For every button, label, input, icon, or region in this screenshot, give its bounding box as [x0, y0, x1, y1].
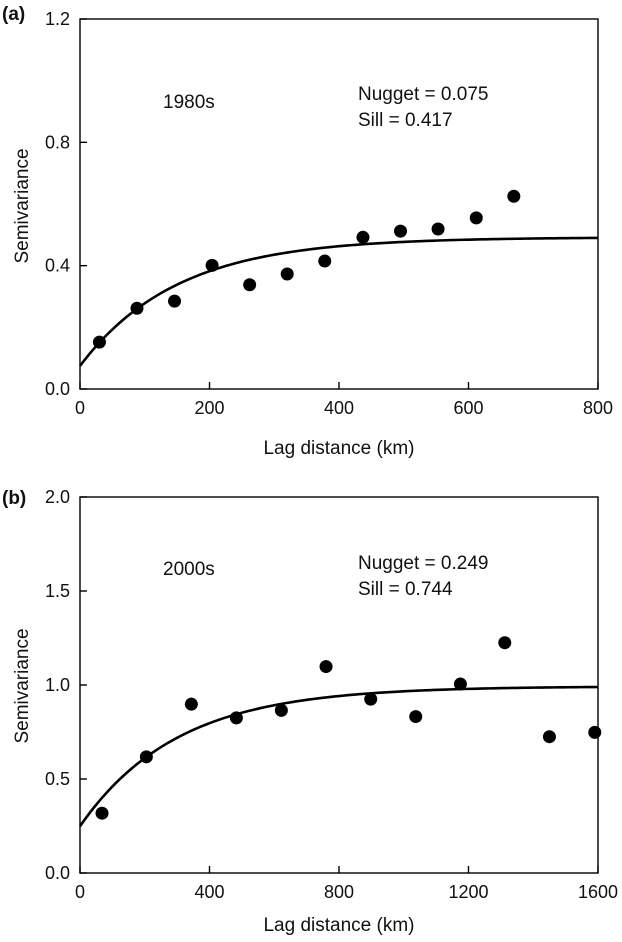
- data-point: [394, 224, 408, 238]
- x-tick-label: 400: [194, 882, 224, 902]
- data-point: [588, 725, 602, 739]
- y-tick-label: 0.0: [45, 379, 70, 399]
- x-tick-label: 1200: [448, 882, 488, 902]
- y-tick-label: 2.0: [45, 487, 70, 507]
- x-tick-label: 800: [583, 398, 613, 418]
- model-annotation: Sill = 0.744: [358, 579, 453, 600]
- y-tick-label: 0.5: [45, 769, 70, 789]
- y-axis-title: Semivariance: [12, 148, 33, 263]
- data-point: [542, 730, 556, 744]
- x-tick-label: 0: [75, 398, 85, 418]
- y-tick-label: 1.2: [45, 9, 70, 29]
- y-tick-label: 1.5: [45, 581, 70, 601]
- data-point: [130, 301, 144, 315]
- period-label: 1980s: [163, 92, 215, 113]
- data-point: [205, 258, 219, 272]
- model-annotation: Nugget = 0.075: [358, 84, 488, 105]
- data-point: [243, 278, 257, 292]
- data-point: [409, 710, 423, 724]
- y-axis-title: Semivariance: [12, 628, 33, 743]
- data-point: [356, 230, 370, 244]
- panel-letter: (a): [2, 4, 25, 25]
- data-point: [274, 703, 288, 717]
- data-point: [95, 806, 109, 820]
- panel-a: 0.0 0.4 0.8 1.2 0 200 400 600 800 Lag distance (k…: [2, 4, 613, 459]
- x-tick-label: 800: [324, 882, 354, 902]
- y-tick-label: 1.0: [45, 675, 70, 695]
- data-point: [453, 677, 467, 691]
- data-point: [168, 294, 182, 308]
- data-point: [139, 750, 153, 764]
- data-point: [318, 254, 332, 268]
- x-tick-label: 200: [194, 398, 224, 418]
- x-tick-label: 400: [324, 398, 354, 418]
- x-tick-label: 0: [75, 882, 85, 902]
- data-point: [92, 335, 106, 349]
- data-point: [507, 189, 521, 203]
- period-label: 2000s: [163, 559, 215, 580]
- x-tick-label: 1600: [578, 882, 618, 902]
- y-tick-label: 0.0: [45, 863, 70, 883]
- data-point: [229, 711, 243, 725]
- x-axis-title: Lag distance (km): [263, 438, 414, 459]
- plot-frame: [79, 496, 599, 874]
- data-point: [431, 222, 445, 236]
- y-tick-label: 0.8: [45, 132, 70, 152]
- x-axis-title: Lag distance (km): [263, 915, 414, 936]
- data-point: [498, 636, 512, 650]
- plot-frame: [79, 18, 599, 390]
- x-tick-label: 600: [453, 398, 483, 418]
- fitted-curve: [78, 685, 599, 827]
- fitted-curve: [78, 236, 599, 367]
- y-tick-label: 0.4: [45, 256, 70, 276]
- data-point: [469, 211, 483, 225]
- model-annotation: Nugget = 0.249: [358, 553, 488, 574]
- panel-letter: (b): [2, 488, 26, 509]
- model-annotation: Sill = 0.417: [358, 110, 453, 131]
- data-point: [364, 692, 378, 706]
- data-point: [280, 267, 294, 281]
- data-point: [184, 697, 198, 711]
- panel-b: 0.0 0.5 1.0 1.5 2.0 0 400 800 1200 1600 Lag distan…: [2, 487, 618, 936]
- data-point: [319, 660, 333, 674]
